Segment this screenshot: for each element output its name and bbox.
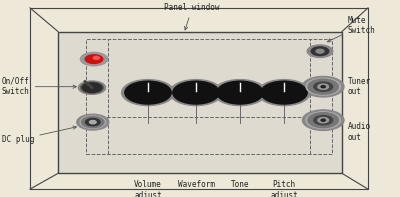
Text: Pitch
adjust: Pitch adjust	[270, 180, 298, 197]
Circle shape	[308, 79, 338, 94]
Circle shape	[173, 81, 219, 104]
Circle shape	[82, 83, 102, 92]
Circle shape	[318, 118, 328, 123]
Circle shape	[302, 76, 344, 97]
Bar	[58, 32, 342, 173]
Circle shape	[311, 47, 329, 56]
Bar	[30, 8, 368, 189]
Text: Panel window: Panel window	[164, 3, 220, 30]
Circle shape	[316, 49, 324, 53]
Text: Mute
Switch: Mute Switch	[327, 16, 376, 42]
Circle shape	[306, 78, 340, 95]
Circle shape	[307, 45, 333, 58]
Circle shape	[314, 82, 333, 91]
Circle shape	[308, 113, 338, 128]
Text: Volume
adjust: Volume adjust	[134, 180, 162, 197]
Circle shape	[261, 81, 307, 104]
Circle shape	[90, 121, 96, 124]
Circle shape	[306, 112, 340, 129]
Text: Audio
out: Audio out	[338, 122, 371, 142]
Text: Waveform: Waveform	[178, 180, 214, 189]
Circle shape	[318, 84, 328, 89]
Text: Tone: Tone	[231, 180, 249, 189]
Circle shape	[81, 82, 103, 93]
Circle shape	[122, 80, 174, 106]
Circle shape	[125, 81, 171, 104]
Circle shape	[78, 81, 106, 94]
Bar	[86, 39, 332, 154]
Text: Tuner
out: Tuner out	[338, 77, 371, 96]
Circle shape	[321, 119, 325, 121]
Circle shape	[321, 86, 325, 88]
Circle shape	[170, 80, 222, 106]
Text: DC plug: DC plug	[2, 126, 76, 144]
Text: On/Off
Switch: On/Off Switch	[2, 77, 76, 96]
Circle shape	[77, 114, 109, 130]
Circle shape	[80, 52, 108, 66]
Circle shape	[80, 116, 106, 128]
Circle shape	[85, 55, 103, 63]
Circle shape	[93, 56, 100, 59]
Circle shape	[82, 117, 104, 128]
Circle shape	[314, 115, 333, 125]
Circle shape	[302, 110, 344, 130]
Circle shape	[86, 119, 100, 126]
Circle shape	[217, 81, 263, 104]
Circle shape	[258, 80, 310, 106]
Circle shape	[214, 80, 266, 106]
